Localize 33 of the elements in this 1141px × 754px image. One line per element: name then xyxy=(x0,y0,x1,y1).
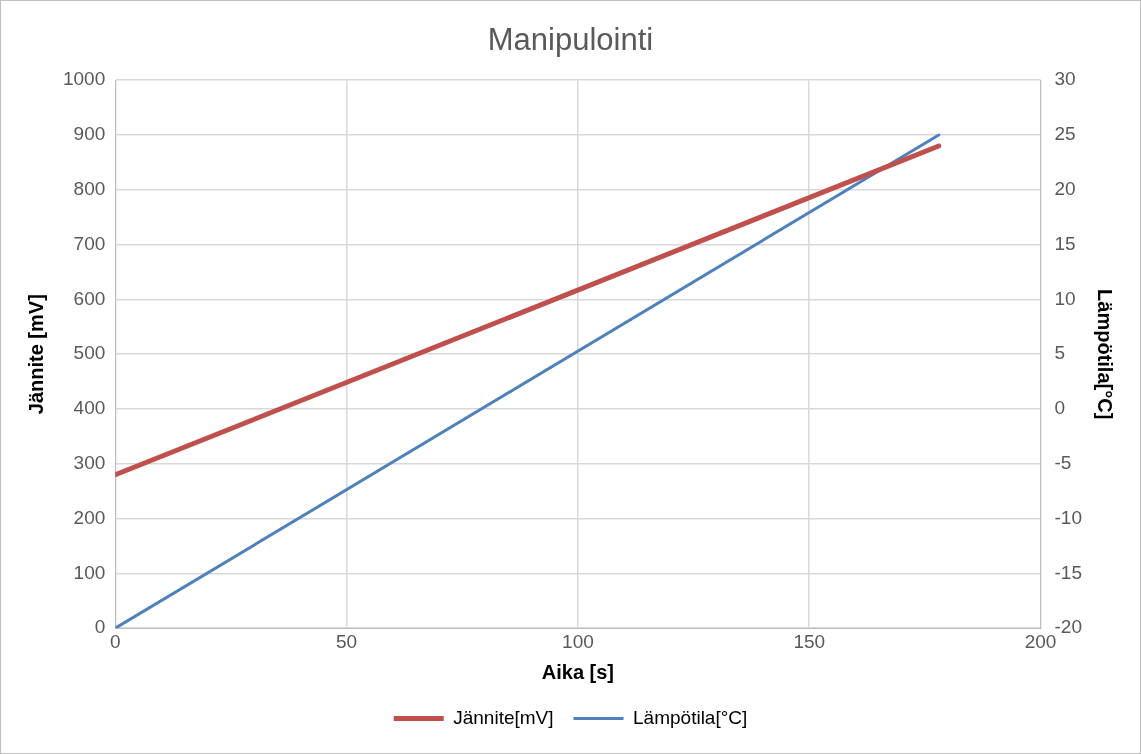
y2-tick-label: 25 xyxy=(1054,123,1076,145)
y-tick-label: 900 xyxy=(73,123,106,145)
y2-tick-label: 30 xyxy=(1054,68,1076,90)
y2-tick-label: 0 xyxy=(1054,397,1066,419)
y-tick-label: 700 xyxy=(73,232,106,254)
y2-tick-label: -5 xyxy=(1054,452,1072,474)
y-tick-label: 500 xyxy=(73,342,106,364)
y2-tick-label: -10 xyxy=(1054,506,1083,528)
y2-tick-label: 15 xyxy=(1054,232,1076,254)
x-tick-label: 100 xyxy=(562,630,594,652)
y2-axis-title: Lämpötila[°C] xyxy=(1094,289,1117,420)
y-tick-label: 1000 xyxy=(62,68,106,90)
x-tick-label: 150 xyxy=(793,630,826,652)
y-axis-title: Jännite [mV] xyxy=(24,294,47,415)
y-tick-label: 800 xyxy=(73,178,106,200)
y-tick-label: 100 xyxy=(73,561,106,583)
legend-label: Jännite[mV] xyxy=(453,706,554,728)
y2-tick-label: -20 xyxy=(1054,616,1083,638)
y2-tick-label: 5 xyxy=(1054,342,1066,364)
chart-title: Manipulointi xyxy=(487,22,654,58)
x-tick-label: 0 xyxy=(109,630,121,652)
y-tick-label: 0 xyxy=(94,616,106,638)
y-tick-label: 600 xyxy=(73,287,106,309)
y-tick-label: 200 xyxy=(73,506,106,528)
legend-label: Lämpötila[°C] xyxy=(633,706,748,728)
y2-tick-label: -15 xyxy=(1054,561,1083,583)
x-axis-title: Aika [s] xyxy=(541,660,615,683)
y2-tick-label: 20 xyxy=(1054,178,1076,200)
y2-tick-label: 10 xyxy=(1054,287,1076,309)
y-tick-label: 400 xyxy=(73,397,106,419)
x-tick-label: 50 xyxy=(336,630,358,652)
y-tick-label: 300 xyxy=(73,452,106,474)
x-tick-label: 200 xyxy=(1024,630,1057,652)
